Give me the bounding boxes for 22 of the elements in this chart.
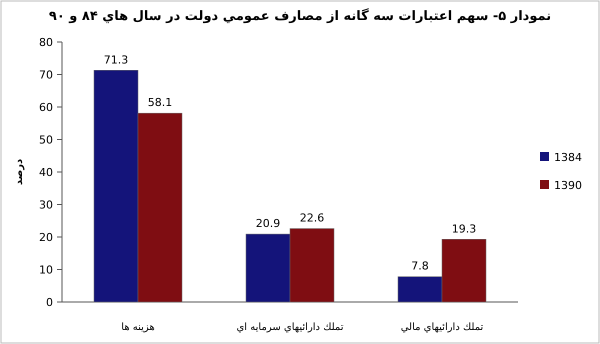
y-tick-label: 60 [39,101,53,114]
y-axis-title: درصد [14,158,25,186]
chart-title: نمودار ۵- سهم اعتبارات سه گانه از مصارف عمومي دولت در سال هاي ۸۴ و ۹۰ [48,8,552,24]
data-label: 20.9 [256,217,280,230]
data-label: 7.8 [411,260,429,273]
data-label: 19.3 [452,222,476,236]
legend-label: 1384 [554,151,582,164]
data-label: 71.3 [104,53,128,66]
x-tick-label: تملك دارائيهاي مالي [400,322,484,333]
y-tick-label: 20 [39,231,53,244]
y-tick-label: 70 [39,68,53,82]
y-tick-label: 0 [46,296,53,309]
x-tick-label: تملك دارائيهاي سرمايه اي [236,322,344,333]
y-tick-label: 10 [39,264,53,276]
y-tick-label: 80 [39,36,53,49]
data-label: 58.1 [148,96,172,110]
legend-label: 1390 [554,179,582,192]
y-tick-label: 30 [39,198,53,212]
x-tick-label: هزينه ها [121,322,155,333]
y-tick-label: 50 [39,134,53,146]
data-label: 22.6 [300,212,324,225]
y-tick-label: 40 [39,166,53,179]
